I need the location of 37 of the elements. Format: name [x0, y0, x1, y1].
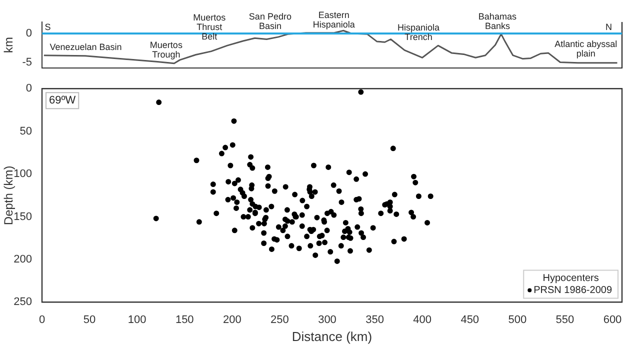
x-tick-label: 0 [38, 314, 46, 326]
annotation: N [605, 22, 612, 32]
y-tick-label: 50 [20, 125, 32, 138]
annotation: Eastern Hispaniola [312, 10, 355, 30]
x-tick-label: 350 [366, 314, 384, 326]
y-tick-label: 250 [14, 296, 32, 308]
annotation: Bahamas Banks [478, 12, 517, 32]
y-tick-label: 0 [26, 82, 32, 95]
y-axis-title: km [2, 37, 16, 53]
y-tick-label: -5 [22, 56, 32, 68]
y-tick-label: 100 [14, 168, 32, 180]
annotation: Muertos Thrust Belt [193, 12, 226, 42]
x-tick-label: 400 [413, 314, 432, 326]
legend-title: Hypocenters [542, 272, 599, 284]
y-tick-label: 0 [26, 28, 32, 40]
annotation: 69ºW [49, 94, 76, 107]
y-axis-title: Depth (km) [2, 166, 16, 226]
annotation: San Pedro Basin [248, 12, 292, 32]
x-tick-label: 300 [318, 314, 336, 326]
legend-label: PRSN 1986-2009 [534, 284, 612, 296]
x-tick-label: 200 [222, 314, 242, 326]
y-tick-label: 200 [14, 254, 32, 266]
x-tick-label: 450 [460, 314, 480, 326]
x-tick-label: 600 [603, 314, 622, 326]
x-tick-label: 550 [556, 314, 574, 326]
annotation: Hispaniola Trench [398, 22, 440, 42]
annotation: Muertos Trough [150, 40, 183, 60]
x-axis-title: Distance (km) [292, 328, 372, 344]
x-tick-label: 150 [175, 314, 194, 326]
annotation: Venezuelan Basin [50, 42, 122, 52]
annotation: Atlantic abyssal plain [554, 38, 618, 58]
y-tick-label: 150 [14, 210, 32, 223]
x-tick-label: 500 [508, 314, 527, 326]
x-tick-label: 250 [270, 314, 289, 326]
x-tick-label: 50 [83, 314, 96, 326]
x-tick-label: 100 [128, 314, 146, 326]
annotation: S [44, 22, 51, 32]
